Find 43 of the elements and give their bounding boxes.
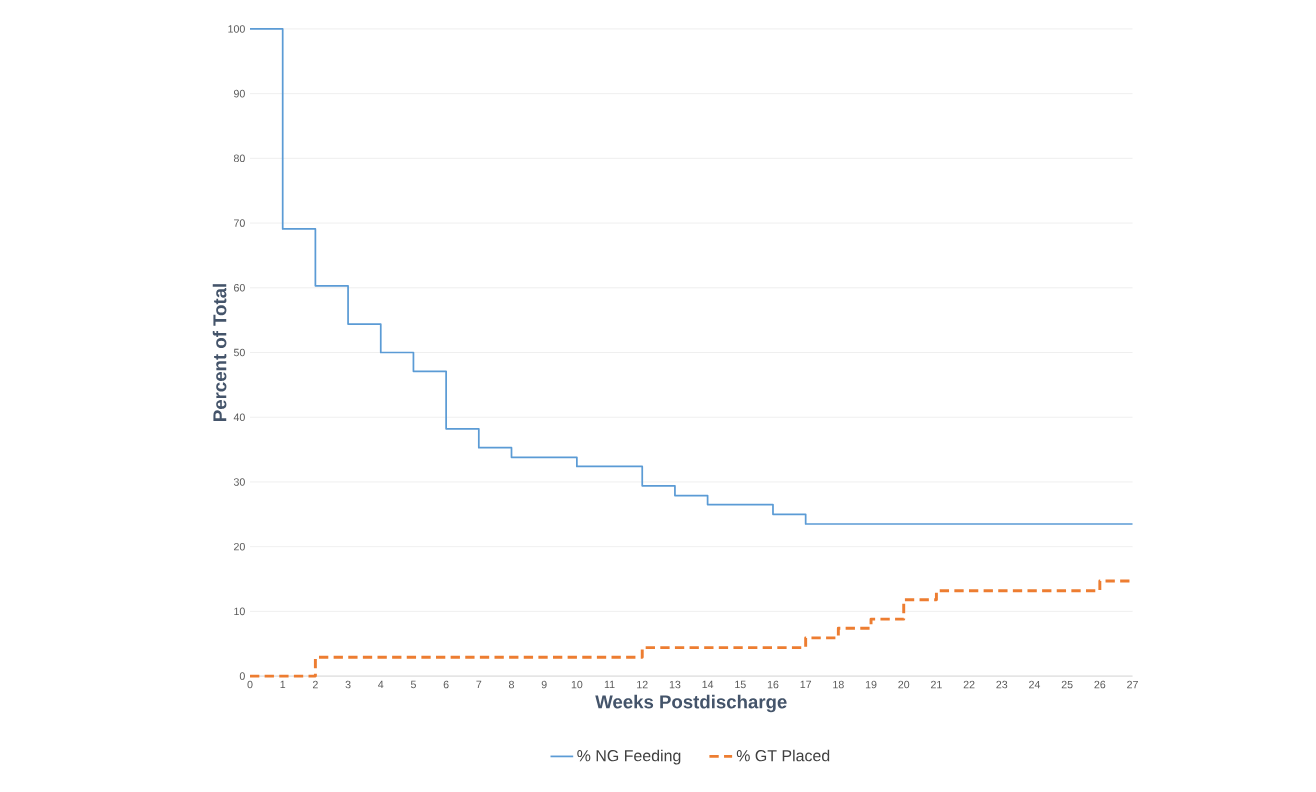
y-tick-label: 60 bbox=[234, 284, 245, 292]
x-tick-label: 12 bbox=[637, 680, 648, 689]
x-tick-label: 17 bbox=[800, 680, 812, 689]
x-tick-label: 26 bbox=[1094, 680, 1106, 689]
x-tick-label: 18 bbox=[833, 680, 844, 689]
legend-label: % NG Feeding bbox=[577, 749, 681, 765]
x-tick-label: 27 bbox=[1127, 680, 1138, 689]
x-tick-label: 15 bbox=[735, 680, 746, 689]
x-tick-label: 9 bbox=[541, 680, 547, 689]
y-tick-label: 20 bbox=[234, 543, 245, 551]
x-tick-label: 0 bbox=[247, 680, 253, 689]
x-tick-label: 25 bbox=[1061, 680, 1073, 689]
x-tick-label: 19 bbox=[865, 680, 877, 689]
y-tick-label: 30 bbox=[233, 478, 245, 486]
y-tick-label: 90 bbox=[233, 89, 245, 98]
legend-label: % GT Placed bbox=[736, 749, 830, 762]
y-tick-label: 70 bbox=[234, 219, 245, 227]
y-tick-label: 100 bbox=[228, 25, 245, 33]
x-tick-label: 14 bbox=[702, 680, 714, 689]
x-tick-label: 13 bbox=[669, 680, 681, 689]
x-tick-label: 24 bbox=[1029, 680, 1041, 689]
x-tick-label: 5 bbox=[410, 680, 416, 689]
y-tick-label: 10 bbox=[234, 607, 245, 616]
x-tick-label: 20 bbox=[898, 680, 910, 689]
x-tick-label: 3 bbox=[345, 680, 351, 689]
y-axis-title: Percent of Total bbox=[212, 284, 227, 421]
y-tick-label: 50 bbox=[233, 348, 245, 357]
x-tick-label: 11 bbox=[604, 680, 615, 689]
x-tick-label: 7 bbox=[476, 680, 482, 689]
y-tick-label: 0 bbox=[239, 672, 245, 680]
x-tick-label: 8 bbox=[509, 680, 514, 689]
x-tick-label: 6 bbox=[443, 680, 449, 689]
x-tick-label: 10 bbox=[571, 680, 583, 689]
x-tick-label: 16 bbox=[767, 680, 779, 689]
x-tick-label: 2 bbox=[312, 680, 318, 689]
x-tick-label: 4 bbox=[378, 680, 384, 689]
x-tick-label: 23 bbox=[996, 680, 1008, 689]
y-tick-label: 40 bbox=[233, 413, 245, 422]
y-tick-label: 80 bbox=[233, 154, 245, 163]
x-axis-title: Weeks Postdischarge bbox=[595, 694, 787, 713]
x-tick-label: 1 bbox=[280, 680, 286, 689]
x-tick-label: 21 bbox=[931, 680, 942, 689]
x-tick-label: 22 bbox=[963, 680, 975, 689]
